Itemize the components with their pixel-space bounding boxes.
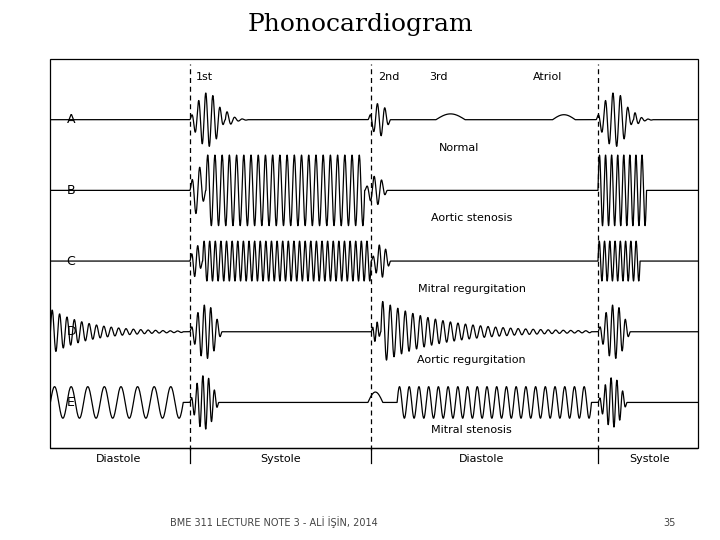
Text: A: A	[67, 113, 75, 126]
Text: Aortic regurgitation: Aortic regurgitation	[418, 355, 526, 365]
Text: 2nd: 2nd	[377, 72, 399, 82]
Text: Systole: Systole	[629, 455, 670, 464]
Text: Mitral stenosis: Mitral stenosis	[431, 426, 512, 435]
Text: Phonocardiogram: Phonocardiogram	[247, 14, 473, 37]
Text: Normal: Normal	[438, 143, 479, 153]
Text: Diastole: Diastole	[459, 455, 504, 464]
Text: D: D	[67, 325, 76, 338]
Text: Mitral regurgitation: Mitral regurgitation	[418, 284, 526, 294]
Text: Systole: Systole	[260, 455, 301, 464]
Text: B: B	[67, 184, 75, 197]
Text: E: E	[67, 396, 74, 409]
Text: BME 311 LECTURE NOTE 3 - ALİ İŞİN, 2014: BME 311 LECTURE NOTE 3 - ALİ İŞİN, 2014	[170, 516, 377, 528]
Text: C: C	[67, 254, 76, 267]
Text: 3rd: 3rd	[429, 72, 448, 82]
Text: 1st: 1st	[196, 72, 213, 82]
Text: Diastole: Diastole	[96, 455, 141, 464]
Text: Aortic stenosis: Aortic stenosis	[431, 213, 513, 223]
Text: 35: 35	[663, 518, 676, 528]
Text: Atriol: Atriol	[533, 72, 562, 82]
